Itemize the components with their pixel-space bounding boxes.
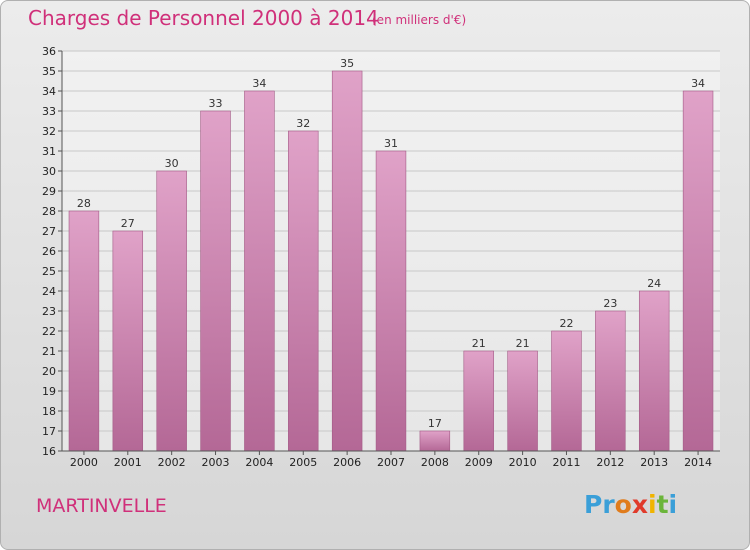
data-label-2008: 17 [428, 417, 442, 430]
data-label-2014: 34 [691, 77, 705, 90]
data-label-2009: 21 [472, 337, 486, 350]
x-tick-label-2012: 2012 [596, 456, 624, 469]
x-tick-label-2010: 2010 [509, 456, 537, 469]
y-tick-label: 30 [42, 165, 56, 178]
bar-2006 [331, 70, 363, 452]
bar-2013 [638, 290, 670, 452]
bar-2001 [112, 230, 144, 452]
commune-name: MARTINVELLE [36, 495, 167, 517]
y-tick-label: 36 [42, 45, 56, 58]
y-tick-label: 31 [42, 145, 56, 158]
y-tick-label: 27 [42, 225, 56, 238]
x-tick-label-2005: 2005 [289, 456, 317, 469]
chart-subtitle: (en milliers d'€) [372, 13, 467, 27]
bars [68, 70, 714, 452]
logo-letter: P [584, 490, 603, 519]
y-tick-label: 23 [42, 305, 56, 318]
x-tick-label-2001: 2001 [114, 456, 142, 469]
data-label-2001: 27 [121, 217, 135, 230]
bar-2003 [200, 110, 231, 452]
bar-2004 [244, 90, 275, 452]
y-tick-label: 19 [42, 385, 56, 398]
axes: 16 17 18 19 20 21 22 23 24 25 26 27 28 29 30 31 32 33 34 35… [42, 45, 720, 469]
x-tick-label-2004: 2004 [245, 456, 273, 469]
data-label-2012: 23 [603, 297, 617, 310]
bar-2009 [463, 350, 494, 452]
logo-letter: i [668, 490, 678, 519]
logo-letter: o [614, 490, 632, 519]
bar-2005 [288, 130, 319, 452]
bar-2002 [156, 170, 187, 452]
bar-2008 [419, 430, 451, 452]
bar-2000 [68, 210, 100, 452]
logo-letter: i [648, 490, 657, 519]
y-tick-label: 20 [42, 365, 56, 378]
y-tick-label: 28 [42, 205, 56, 218]
x-tick-label-2009: 2009 [465, 456, 493, 469]
bar-2007 [375, 150, 407, 452]
data-label-2002: 30 [165, 157, 179, 170]
logo-letter: t [656, 490, 669, 519]
y-tick-label: 24 [42, 285, 56, 298]
data-label-2003: 33 [209, 97, 223, 110]
x-tick-label-2007: 2007 [377, 456, 405, 469]
x-tick-label-2013: 2013 [640, 456, 668, 469]
data-label-2005: 32 [296, 117, 310, 130]
bar-2010 [507, 350, 538, 452]
data-label-2004: 34 [252, 77, 266, 90]
y-tick-label: 29 [42, 185, 56, 198]
y-tick-label: 21 [42, 345, 56, 358]
y-tick-label: 22 [42, 325, 56, 338]
data-label-2006: 35 [340, 57, 354, 70]
data-label-2011: 22 [559, 317, 573, 330]
y-tick-label: 16 [42, 445, 56, 458]
y-tick-label: 25 [42, 265, 56, 278]
bar-2012 [595, 310, 626, 452]
x-tick-label-2003: 2003 [202, 456, 230, 469]
data-label-2000: 28 [77, 197, 91, 210]
logo-letter: r [602, 490, 615, 519]
bar-2014 [682, 90, 714, 452]
y-tick-label: 32 [42, 125, 56, 138]
y-tick-label: 34 [42, 85, 56, 98]
x-tick-label-2011: 2011 [552, 456, 580, 469]
data-label-2007: 31 [384, 137, 398, 150]
data-labels: 28 27 30 33 34 32 35 31 17 21 21 22 23 24 34 [77, 57, 705, 430]
y-tick-label: 17 [42, 425, 56, 438]
x-tick-label-2000: 2000 [70, 456, 98, 469]
chart-title: Charges de Personnel 2000 à 2014 [28, 6, 379, 30]
bar-2011 [551, 330, 582, 452]
data-label-2013: 24 [647, 277, 661, 290]
x-tick-label-2002: 2002 [158, 456, 186, 469]
y-tick-label: 18 [42, 405, 56, 418]
x-tick-label-2008: 2008 [421, 456, 449, 469]
x-tick-label-2006: 2006 [333, 456, 361, 469]
x-tick-label-2014: 2014 [684, 456, 712, 469]
proxiti-logo: Proxiti [584, 490, 677, 519]
data-label-2010: 21 [516, 337, 530, 350]
y-tick-label: 33 [42, 105, 56, 118]
logo-letter: x [631, 490, 648, 519]
y-tick-label: 35 [42, 65, 56, 78]
y-tick-label: 26 [42, 245, 56, 258]
